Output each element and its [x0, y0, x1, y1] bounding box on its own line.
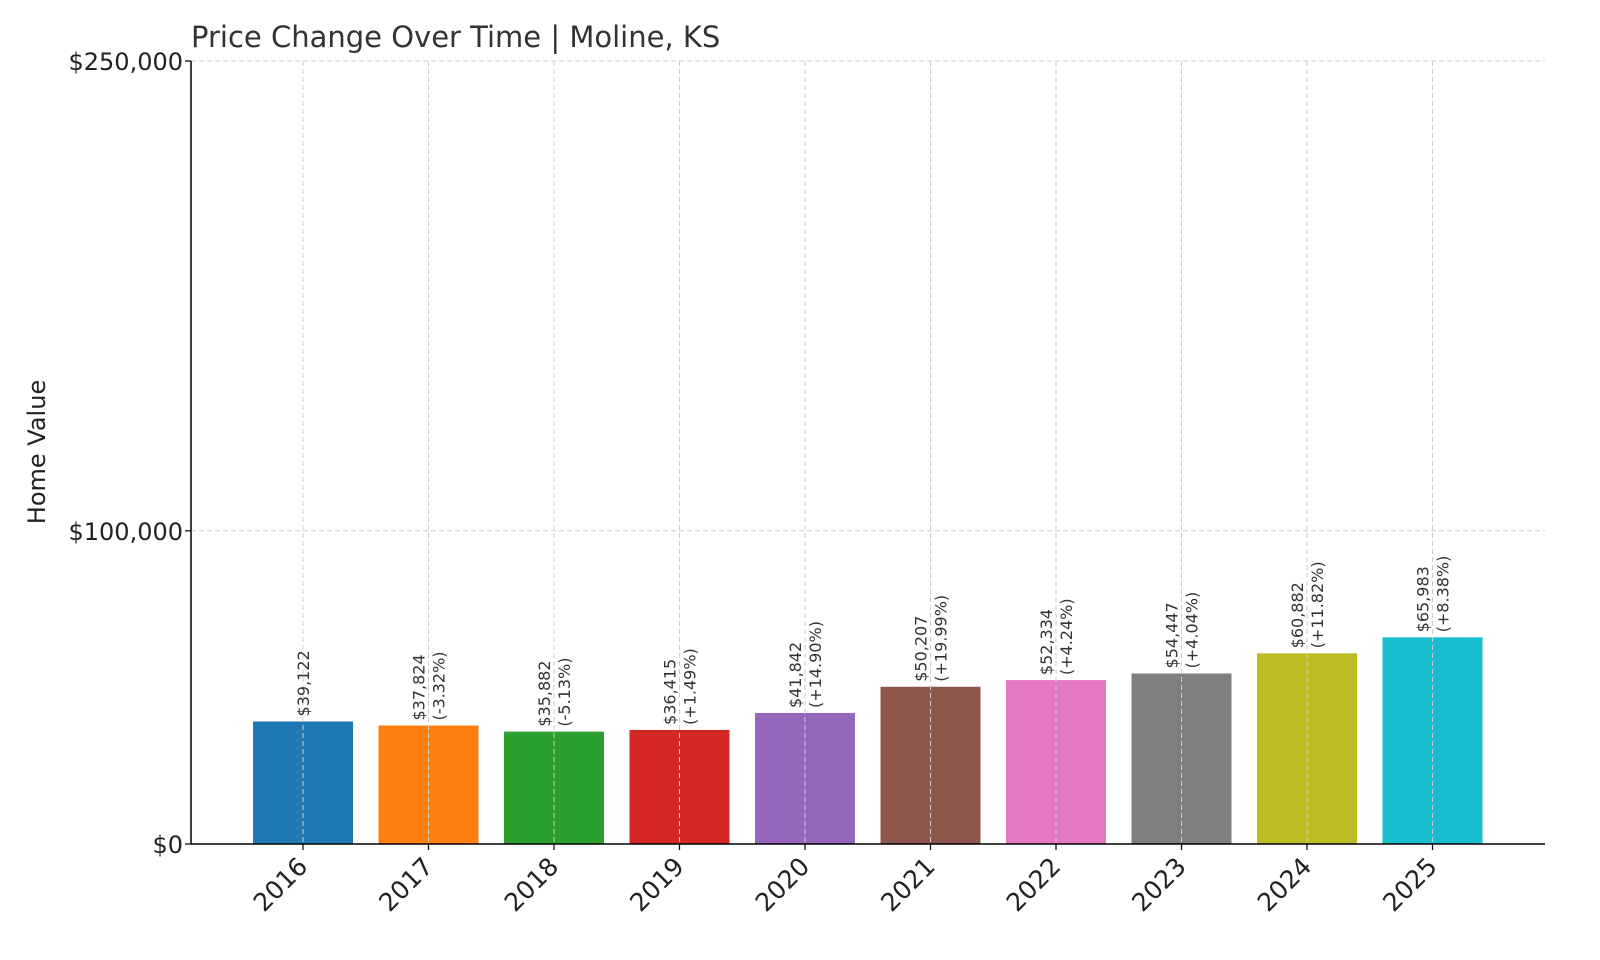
change-label-2020: (+14.90%)	[806, 621, 825, 708]
value-label-2023: $54,447	[1163, 602, 1182, 668]
bar-2018	[504, 731, 604, 844]
data-labels: $39,122 $37,824 (-3.32%) $35,882 (-5.13%) $36…	[294, 556, 1453, 727]
change-label-2017: (-3.32%)	[430, 651, 449, 720]
change-label-2018: (-5.13%)	[555, 658, 574, 727]
value-label-2018: $35,882	[535, 660, 554, 726]
y-tick-label: $0	[152, 831, 183, 859]
x-tick-label-2021: 2021	[875, 852, 940, 917]
x-tick-label-2019: 2019	[624, 852, 689, 917]
x-tick-label-2024: 2024	[1252, 852, 1317, 917]
value-label-2025: $65,983	[1414, 566, 1433, 632]
chart-title: Price Change Over Time | Moline, KS	[191, 20, 720, 54]
x-tick-label-2020: 2020	[750, 852, 815, 917]
x-tick-label-2018: 2018	[499, 852, 564, 917]
value-label-2020: $41,842	[786, 642, 805, 708]
y-tick-label: $250,000	[68, 48, 183, 76]
x-tick-label-2022: 2022	[1001, 852, 1066, 917]
x-tick-label-2023: 2023	[1126, 852, 1191, 917]
value-label-2016: $39,122	[294, 650, 313, 716]
y-tick-label: $100,000	[68, 518, 183, 546]
change-label-2022: (+4.24%)	[1057, 598, 1076, 675]
y-axis-label: Home Value	[23, 380, 51, 524]
x-tick-label-2016: 2016	[248, 852, 313, 917]
grid-lines	[191, 60, 1545, 532]
value-label-2022: $52,334	[1037, 609, 1056, 675]
bar-2019	[629, 729, 730, 844]
x-tick-label-2017: 2017	[373, 852, 438, 917]
change-label-2019: (+1.49%)	[681, 648, 700, 725]
x-tick-label-2025: 2025	[1377, 852, 1442, 917]
value-label-2017: $37,824	[410, 654, 429, 720]
value-label-2024: $60,882	[1288, 582, 1307, 648]
value-label-2021: $50,207	[912, 616, 931, 682]
value-label-2019: $36,415	[661, 659, 680, 725]
change-label-2021: (+19.99%)	[932, 595, 951, 682]
change-label-2023: (+4.04%)	[1183, 592, 1202, 669]
change-label-2025: (+8.38%)	[1434, 556, 1453, 633]
change-label-2024: (+11.82%)	[1308, 561, 1327, 648]
